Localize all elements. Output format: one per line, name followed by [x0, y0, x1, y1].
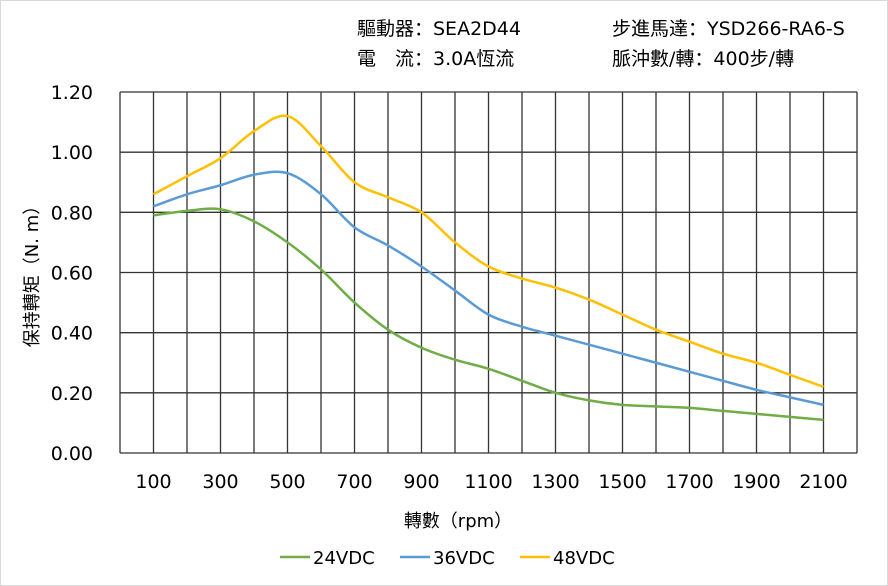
x-tick-label: 500 [269, 471, 305, 493]
legend-label: 48VDC [553, 548, 615, 569]
series-line-24VDC [153, 207, 824, 422]
x-tick-label: 1900 [732, 471, 780, 493]
x-tick-label: 1300 [531, 471, 579, 493]
pulses-info: 脈沖數/轉：400步/轉 [612, 48, 795, 70]
x-tick-label: 1100 [464, 471, 512, 493]
y-tick-label: 1.00 [51, 142, 93, 164]
x-tick-label: 1700 [665, 471, 713, 493]
driver-info: 驅動器：SEA2D44 [357, 18, 521, 40]
y-axis-label: 保持轉矩（N. m） [22, 197, 43, 347]
x-tick-label: 300 [202, 471, 238, 493]
current-info: 電 流：3.0A恆流 [357, 48, 515, 70]
x-tick-label: 1500 [598, 471, 646, 493]
x-axis-label: 轉數（rpm） [404, 511, 512, 532]
y-tick-label: 0.80 [51, 202, 93, 224]
series-line-48VDC [152, 114, 824, 388]
y-tick-label: 1.20 [51, 82, 93, 104]
series-line-36VDC [153, 170, 824, 407]
x-tick-label: 100 [135, 471, 171, 493]
y-tick-label: 0.60 [51, 263, 93, 285]
legend-label: 36VDC [433, 548, 495, 569]
motor-info: 步進馬達：YSD266-RA6-S [612, 18, 845, 40]
x-tick-label: 700 [336, 471, 372, 493]
legend-label: 24VDC [313, 548, 375, 569]
y-tick-label: 0.00 [51, 443, 93, 465]
y-tick-label: 0.20 [51, 383, 93, 405]
x-tick-label: 900 [403, 471, 439, 493]
y-tick-label: 0.40 [51, 323, 93, 345]
x-tick-label: 2100 [799, 471, 847, 493]
